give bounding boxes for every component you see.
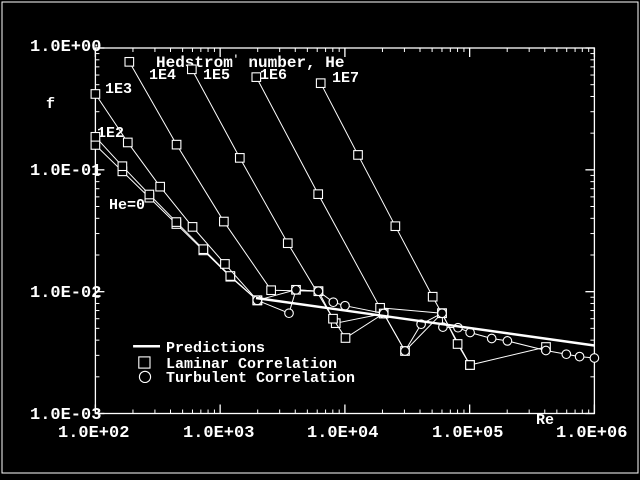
svg-text:1E7: 1E7 xyxy=(332,70,359,87)
svg-text:1.0E+04: 1.0E+04 xyxy=(307,424,378,443)
svg-text:1.0E-03: 1.0E-03 xyxy=(30,406,101,425)
svg-text:1.0E+02: 1.0E+02 xyxy=(58,424,129,443)
svg-text:1E3: 1E3 xyxy=(105,81,132,98)
svg-text:Re: Re xyxy=(536,412,554,429)
svg-text:He=0: He=0 xyxy=(109,197,145,214)
svg-text:1E4: 1E4 xyxy=(149,67,176,84)
svg-text:Turbulent Correlation: Turbulent Correlation xyxy=(166,370,355,387)
svg-text:1E5: 1E5 xyxy=(203,67,230,84)
svg-text:1.0E-01: 1.0E-01 xyxy=(30,162,101,181)
svg-text:Hedstrom' number, He: Hedstrom' number, He xyxy=(156,54,344,72)
svg-text:1.0E+00: 1.0E+00 xyxy=(30,38,101,57)
svg-text:1.0E+06: 1.0E+06 xyxy=(556,424,627,443)
svg-text:f: f xyxy=(46,96,55,113)
svg-text:1.0E-02: 1.0E-02 xyxy=(30,284,101,303)
svg-text:1.0E+05: 1.0E+05 xyxy=(432,424,503,443)
svg-text:1.0E+03: 1.0E+03 xyxy=(183,424,254,443)
svg-text:1E6: 1E6 xyxy=(260,67,287,84)
svg-text:Predictions: Predictions xyxy=(166,340,265,357)
svg-text:1E2: 1E2 xyxy=(97,125,124,142)
